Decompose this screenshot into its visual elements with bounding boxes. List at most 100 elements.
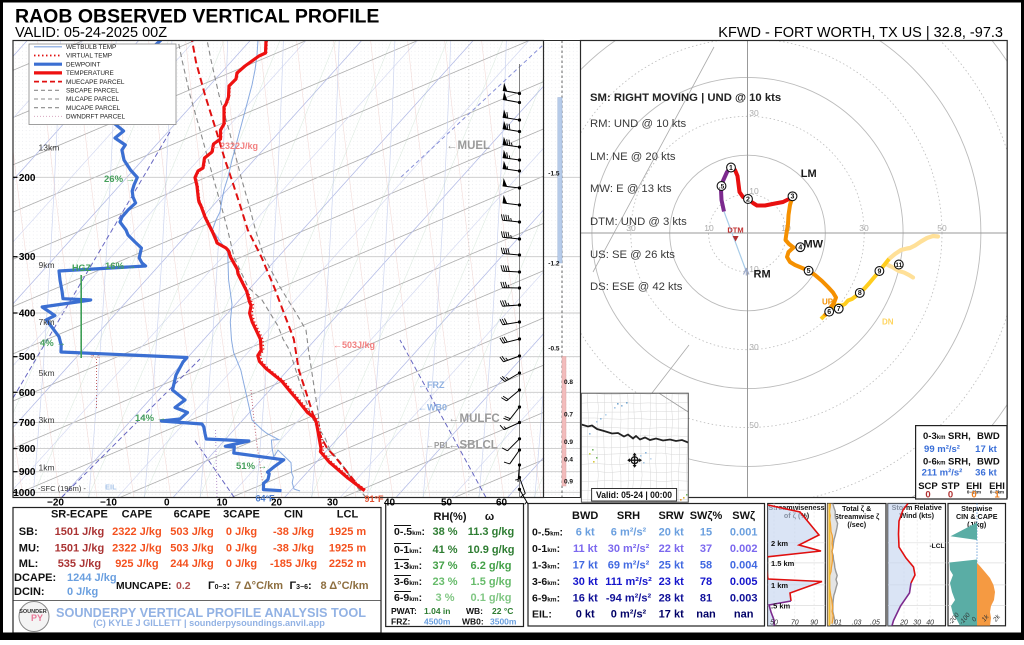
- svg-text:0 J/kg: 0 J/kg: [226, 526, 257, 538]
- svg-text:0.4: 0.4: [564, 457, 573, 464]
- svg-text:7km: 7km: [39, 317, 55, 327]
- svg-text:78: 78: [700, 576, 712, 588]
- svg-text:0 J/kg: 0 J/kg: [67, 586, 98, 598]
- svg-text:9: 9: [877, 268, 881, 275]
- svg-text:-0.5: -0.5: [548, 346, 560, 353]
- svg-text:10: 10: [704, 223, 714, 233]
- svg-text:22 kt: 22 kt: [659, 543, 684, 555]
- svg-text:←PBL: ←PBL: [426, 441, 450, 450]
- svg-text:30: 30: [749, 108, 759, 118]
- svg-text:1501 J/kg: 1501 J/kg: [55, 543, 105, 555]
- svg-text:.05: .05: [870, 620, 880, 627]
- svg-text:2322 J/kg: 2322 J/kg: [112, 543, 162, 555]
- svg-text:←MUEL: ←MUEL: [446, 140, 490, 152]
- svg-text:RM: UND @ 10 kts: RM: UND @ 10 kts: [590, 118, 687, 130]
- svg-text:0-6km SRH,: 0-6km SRH,: [923, 457, 971, 468]
- svg-text:.01: .01: [832, 620, 842, 627]
- svg-text:-1.5: -1.5: [548, 171, 560, 178]
- svg-text:500: 500: [19, 352, 36, 363]
- svg-text:300: 300: [19, 252, 36, 263]
- svg-text:3500m: 3500m: [490, 616, 517, 626]
- svg-text:9km: 9km: [39, 260, 55, 270]
- svg-text:91°F: 91°F: [364, 494, 384, 504]
- svg-text:2252 m: 2252 m: [329, 558, 367, 570]
- svg-text:LM: LM: [801, 168, 817, 180]
- svg-text:(C) KYLE J GILLETT | sounderpy: (C) KYLE J GILLETT | sounderpysoundings.…: [93, 618, 325, 628]
- svg-text:16% →: 16% →: [105, 261, 136, 272]
- svg-text:UP: UP: [822, 298, 834, 307]
- svg-text:MW: MW: [804, 239, 824, 251]
- svg-text:MLCAPE PARCEL: MLCAPE PARCEL: [66, 96, 120, 103]
- svg-text:CAPE: CAPE: [122, 509, 153, 521]
- svg-text:25 kt: 25 kt: [659, 560, 684, 572]
- svg-text:30: 30: [859, 223, 869, 233]
- svg-text:30: 30: [749, 342, 759, 352]
- svg-text:30 kt: 30 kt: [573, 576, 598, 588]
- svg-text:←WB0: ←WB0: [418, 403, 447, 413]
- svg-text:RH(%): RH(%): [434, 511, 467, 523]
- svg-text:111 m²/s²: 111 m²/s²: [605, 576, 652, 588]
- svg-text:13km: 13km: [39, 143, 60, 153]
- svg-text:DS: ESE @ 42 kts: DS: ESE @ 42 kts: [590, 281, 683, 293]
- svg-text:50: 50: [770, 620, 778, 627]
- svg-text:925 J/kg: 925 J/kg: [115, 558, 158, 570]
- svg-text:TEMPERATURE: TEMPERATURE: [66, 70, 114, 77]
- svg-text:3-6km:: 3-6km:: [394, 576, 422, 588]
- svg-text:1: 1: [994, 489, 1000, 500]
- svg-text:0 J/kg: 0 J/kg: [226, 543, 257, 555]
- svg-text:800: 800: [19, 444, 36, 455]
- svg-text:←FRZ: ←FRZ: [418, 380, 445, 390]
- svg-text:WETBULB TEMP: WETBULB TEMP: [66, 44, 116, 51]
- svg-text:0.003: 0.003: [730, 593, 758, 605]
- svg-text:38 %: 38 %: [432, 526, 457, 538]
- svg-text:51% →: 51% →: [236, 461, 267, 472]
- svg-text:MUCAPE PARCEL: MUCAPE PARCEL: [66, 105, 121, 112]
- svg-text:DTM: DTM: [727, 226, 743, 235]
- svg-text:211 m²/s²: 211 m²/s²: [922, 468, 963, 479]
- svg-text:58: 58: [700, 560, 712, 572]
- svg-text:600: 600: [19, 388, 36, 399]
- svg-text:SWζ: SWζ: [732, 510, 755, 522]
- svg-text:SB:: SB:: [19, 526, 38, 538]
- svg-text:1925 m: 1925 m: [329, 526, 367, 538]
- svg-text:503 J/kg: 503 J/kg: [170, 526, 213, 538]
- svg-text:1000: 1000: [13, 488, 36, 499]
- svg-text:50: 50: [441, 498, 453, 509]
- svg-text:-38 J/kg: -38 J/kg: [273, 526, 314, 538]
- svg-text:0: 0: [925, 489, 930, 500]
- svg-text:23 kt: 23 kt: [659, 576, 684, 588]
- svg-text:700: 700: [19, 418, 36, 429]
- svg-text:LM: NE @ 20 kts: LM: NE @ 20 kts: [590, 151, 676, 163]
- svg-text:22 °C: 22 °C: [492, 606, 513, 616]
- svg-text:40: 40: [926, 620, 934, 627]
- svg-text:6 m²/s²: 6 m²/s²: [611, 527, 647, 539]
- svg-text:←SBLCL: ←SBLCL: [448, 440, 498, 452]
- svg-text:SRW: SRW: [658, 510, 684, 522]
- svg-text:6.2 g/kg: 6.2 g/kg: [471, 560, 512, 572]
- svg-text:10: 10: [216, 498, 228, 509]
- svg-text:-38 J/kg: -38 J/kg: [273, 543, 314, 555]
- svg-text:0-1km:: 0-1km:: [394, 544, 422, 556]
- svg-text:64°F: 64°F: [255, 494, 275, 504]
- svg-text:0.001: 0.001: [730, 527, 758, 539]
- svg-text:1: 1: [729, 165, 733, 172]
- svg-text:99 m²/s²: 99 m²/s²: [924, 444, 960, 455]
- svg-text:LCL: LCL: [337, 509, 359, 521]
- svg-text:DCAPE:: DCAPE:: [14, 572, 56, 584]
- svg-text:DN: DN: [882, 318, 894, 327]
- svg-text:-LCL: -LCL: [929, 543, 944, 550]
- svg-text:0.2: 0.2: [176, 580, 191, 592]
- svg-text:←503J/kg: ←503J/kg: [333, 340, 375, 350]
- svg-text:11.3 g/kg: 11.3 g/kg: [468, 526, 514, 538]
- svg-text:70: 70: [791, 620, 799, 627]
- svg-text:0 kt: 0 kt: [576, 609, 595, 621]
- svg-text:RM: RM: [754, 269, 771, 281]
- svg-text:7: 7: [837, 306, 841, 313]
- svg-text:PY: PY: [31, 613, 43, 623]
- svg-text:HGZ: HGZ: [72, 263, 92, 273]
- svg-text:7 Δ°C/km: 7 Δ°C/km: [235, 580, 283, 592]
- svg-text:WB0:: WB0:: [462, 616, 484, 626]
- svg-text:0 m²/s²: 0 m²/s²: [611, 609, 647, 621]
- svg-text:DCIN:: DCIN:: [14, 586, 45, 598]
- svg-text:3 %: 3 %: [436, 592, 455, 604]
